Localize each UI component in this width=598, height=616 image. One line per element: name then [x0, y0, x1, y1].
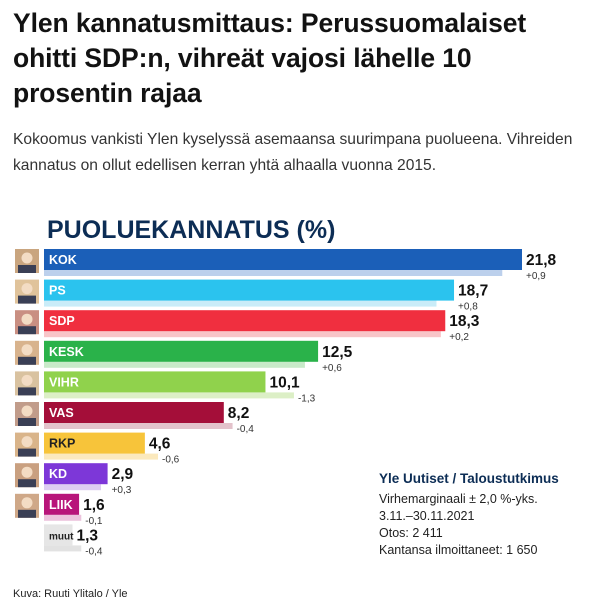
value-label-liik: 1,6	[83, 497, 105, 514]
value-label-sdp: 18,3	[449, 313, 480, 330]
category-label-vihr: VIHR	[49, 375, 79, 389]
bar-row-kd: KD 2,9 +0,3	[15, 463, 134, 496]
previous-bar-vihr	[44, 392, 294, 399]
portrait-face-liik	[21, 497, 33, 509]
chart-svg: PUOLUEKANNATUS (%) KOK 21,8 +0,9 PS 18,7 +0,8…	[0, 204, 598, 584]
bar-vas	[44, 402, 224, 423]
bar-kd	[44, 463, 108, 485]
portrait-face-rkp	[21, 436, 33, 448]
image-credit: Kuva: Ruuti Ylitalo / Yle	[13, 588, 128, 600]
portrait-shoulders-vas	[18, 418, 36, 426]
value-label-kesk: 12,5	[322, 344, 353, 361]
category-label-kesk: KESK	[49, 345, 84, 359]
category-label-rkp: RKP	[49, 437, 75, 451]
source-margin-of-error: Virhemarginaali ± 2,0 %-yks.	[379, 492, 538, 506]
portrait-face-vihr	[21, 374, 33, 386]
portrait-shoulders-sdp	[18, 326, 36, 335]
bar-liik	[44, 493, 80, 515]
value-label-kd: 2,9	[112, 466, 134, 483]
portrait-shoulders-kesk	[18, 356, 36, 365]
value-label-vas: 8,2	[228, 405, 250, 422]
source-period: 3.11.–30.11.2021	[379, 509, 475, 523]
change-label-vihr: -1,3	[298, 393, 316, 404]
change-label-sdp: +0,2	[449, 332, 469, 343]
previous-bar-sdp	[44, 331, 441, 338]
category-label-kok: KOK	[49, 253, 77, 267]
value-label-vihr: 10,1	[269, 374, 300, 391]
category-label-ps: PS	[49, 284, 66, 298]
portrait-shoulders-ps	[18, 295, 36, 304]
previous-bar-ps	[44, 300, 437, 307]
bar-rkp	[44, 432, 145, 454]
bar-kok	[44, 249, 522, 270]
bar-row-vas: VAS 8,2 -0,4	[15, 402, 254, 435]
change-label-muut: -0,4	[85, 546, 103, 557]
change-label-ps: +0,8	[458, 302, 478, 313]
value-label-ps: 18,7	[458, 283, 488, 300]
previous-bar-kesk	[44, 361, 305, 368]
portrait-shoulders-rkp	[18, 448, 36, 457]
source-title: Yle Uutiset / Taloustutkimus	[379, 471, 559, 486]
source-box: Yle Uutiset / Taloustutkimus Virhemargin…	[379, 471, 559, 557]
bar-vihr	[44, 371, 266, 393]
category-label-kd: KD	[49, 467, 67, 481]
portrait-shoulders-kok	[18, 265, 36, 273]
bar-row-liik: LIIK 1,6 -0,1	[15, 493, 105, 527]
bar-sdp	[44, 310, 446, 332]
portrait-face-kd	[21, 466, 33, 478]
bar-row-kesk: KESK 12,5 +0,6	[15, 340, 353, 374]
bar-row-rkp: RKP 4,6 -0,6	[15, 432, 180, 466]
bar-row-ps: PS 18,7 +0,8	[15, 279, 488, 313]
portrait-face-ps	[21, 283, 33, 295]
value-label-muut: 1,3	[77, 527, 99, 544]
portrait-face-sdp	[21, 313, 33, 325]
chart-title: PUOLUEKANNATUS (%)	[47, 216, 335, 244]
bar-ps	[44, 279, 455, 301]
bar-row-vihr: VIHR 10,1 -1,3	[15, 371, 316, 404]
category-label-vas: VAS	[49, 406, 74, 420]
change-label-liik: -0,1	[85, 516, 103, 527]
change-label-kok: +0,9	[526, 271, 546, 282]
change-label-kesk: +0,6	[322, 363, 342, 374]
headline: Ylen kannatusmittaus: Perussuomalaiset o…	[13, 8, 527, 108]
bar-muut	[44, 524, 73, 546]
previous-bar-liik	[44, 514, 82, 521]
portrait-shoulders-kd	[18, 479, 36, 488]
value-label-rkp: 4,6	[149, 436, 171, 453]
party-support-chart: PUOLUEKANNATUS (%) KOK 21,8 +0,9 PS 18,7 +0,8…	[0, 204, 598, 584]
category-label-muut: muut	[49, 531, 74, 542]
previous-bar-vas	[44, 423, 233, 429]
category-label-sdp: SDP	[49, 314, 75, 328]
bar-row-muut: muut 1,3 -0,4	[44, 524, 103, 557]
previous-bar-kd	[44, 484, 102, 491]
previous-bar-rkp	[44, 453, 159, 460]
previous-bar-muut	[44, 545, 82, 552]
change-label-kd: +0,3	[112, 485, 132, 496]
bar-row-sdp: SDP 18,3 +0,2	[15, 310, 480, 343]
bar-row-kok: KOK 21,8 +0,9	[15, 249, 557, 282]
lead-paragraph: Kokoomus vankisti Ylen kyselyssä asemaan…	[13, 131, 573, 174]
source-respondents: Kantansa ilmoittaneet: 1 650	[379, 543, 537, 557]
previous-bar-kok	[44, 270, 503, 276]
bar-kesk	[44, 340, 319, 362]
change-label-vas: -0,4	[237, 424, 255, 435]
portrait-face-vas	[21, 405, 33, 417]
category-label-liik: LIIK	[49, 498, 73, 512]
portrait-face-kok	[21, 252, 33, 264]
change-label-rkp: -0,6	[162, 455, 180, 466]
portrait-shoulders-liik	[18, 509, 36, 518]
value-label-kok: 21,8	[526, 252, 557, 269]
source-sample: Otos: 2 411	[379, 526, 443, 540]
portrait-face-kesk	[21, 344, 33, 356]
portrait-shoulders-vihr	[18, 387, 36, 396]
